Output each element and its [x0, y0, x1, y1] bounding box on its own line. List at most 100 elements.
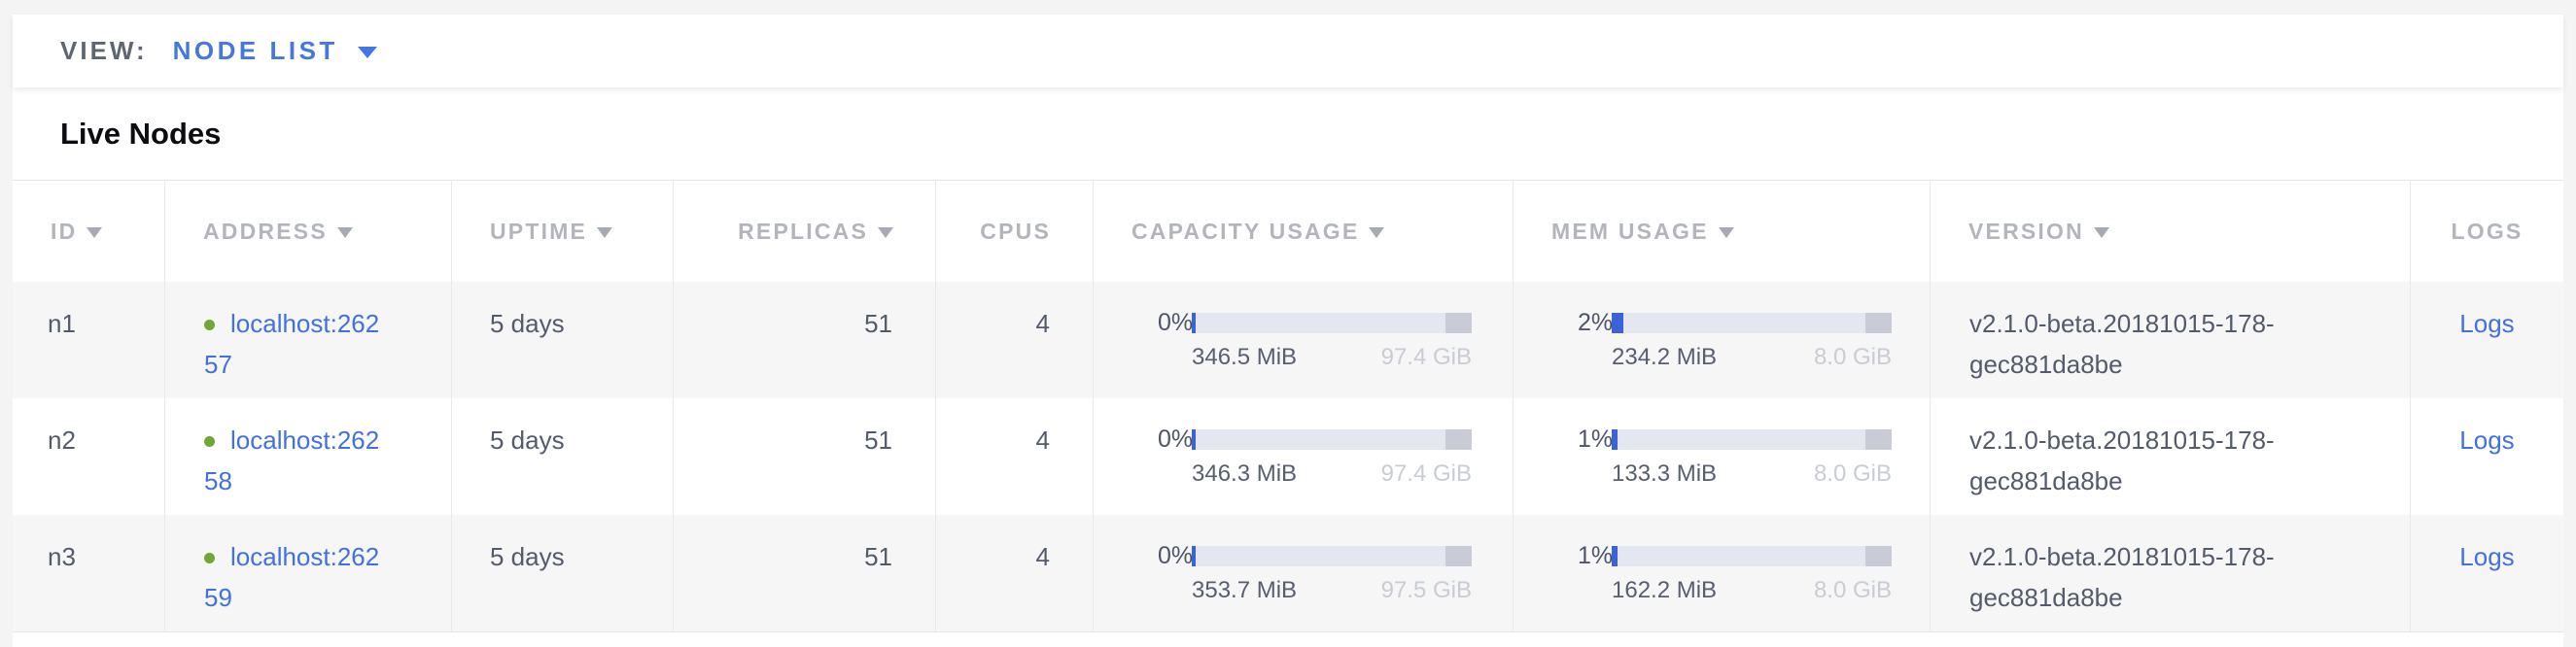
node-id-cell: n3: [13, 515, 165, 631]
replicas-cell: 51: [674, 515, 936, 631]
node-address-cell: localhost:26259: [165, 515, 452, 631]
logs-link[interactable]: Logs: [2459, 426, 2515, 455]
node-address-link[interactable]: localhost:26259: [204, 542, 380, 612]
column-header-id[interactable]: ID: [13, 181, 165, 282]
logs-cell: Logs: [2411, 515, 2563, 631]
table-body: n1 localhost:26257 5 days 51 4 0% 346.5 …: [13, 282, 2563, 632]
memory-bar-used: [1612, 545, 1618, 566]
column-header-mem-usage[interactable]: MEM USAGE: [1514, 181, 1931, 282]
capacity-bar-used: [1192, 312, 1196, 333]
sort-desc-icon: [336, 226, 353, 238]
column-header-replicas[interactable]: REPLICAS: [674, 181, 936, 282]
version-cell: v2.1.0-beta.20181015-178-gec881da8be: [1931, 398, 2411, 515]
replicas-cell: 51: [674, 398, 936, 515]
memory-percent: 1%: [1578, 542, 1614, 569]
column-header-logs: LOGS: [2451, 218, 2524, 244]
version-cell: v2.1.0-beta.20181015-178-gec881da8be: [1931, 282, 2411, 398]
logs-link[interactable]: Logs: [2459, 542, 2515, 571]
sort-desc-icon: [1718, 226, 1734, 238]
sort-desc-icon: [878, 226, 893, 238]
column-header-uptime[interactable]: UPTIME: [452, 181, 674, 282]
sort-desc-icon: [87, 226, 103, 238]
memory-bar: [1612, 545, 1892, 566]
table-row: n2 localhost:26258 5 days 51 4 0% 346.3 …: [13, 398, 2563, 515]
logs-cell: Logs: [2411, 398, 2563, 515]
capacity-bar-used: [1192, 545, 1196, 566]
capacity-usage-cell: 0% 353.7 MiB 97.5 GiB: [1094, 515, 1514, 631]
uptime-cell: 5 days: [452, 282, 674, 398]
view-selector-dropdown[interactable]: NODE LIST: [173, 36, 377, 66]
node-address-link[interactable]: localhost:26258: [204, 426, 380, 495]
memory-used-label: 234.2 MiB: [1612, 344, 1718, 370]
node-address-cell: localhost:26258: [165, 398, 452, 515]
memory-bar-end-cap: [1865, 428, 1892, 450]
node-address-link[interactable]: localhost:26257: [204, 309, 380, 379]
cpus-cell: 4: [936, 515, 1094, 631]
capacity-total-label: 97.5 GiB: [1380, 577, 1472, 603]
chevron-down-icon: [357, 47, 377, 58]
page-title: Live Nodes: [60, 116, 222, 151]
node-address-cell: localhost:26257: [165, 282, 452, 398]
mem-usage-cell: 1% 133.3 MiB 8.0 GiB: [1514, 398, 1931, 515]
uptime-cell: 5 days: [452, 515, 674, 631]
replicas-cell: 51: [674, 282, 936, 398]
capacity-usage-cell: 0% 346.3 MiB 97.4 GiB: [1094, 398, 1514, 515]
column-header-capacity-usage[interactable]: CAPACITY USAGE: [1094, 181, 1514, 282]
memory-percent: 2%: [1578, 309, 1614, 336]
capacity-used-label: 346.3 MiB: [1192, 460, 1298, 487]
live-status-dot-icon: [204, 553, 215, 563]
memory-percent: 1%: [1578, 426, 1614, 453]
capacity-percent: 0%: [1158, 309, 1194, 336]
memory-used-label: 162.2 MiB: [1612, 577, 1718, 603]
capacity-bar: [1192, 312, 1472, 333]
capacity-bar: [1192, 545, 1472, 566]
table-row: n3 localhost:26259 5 days 51 4 0% 353.7 …: [13, 515, 2563, 631]
live-status-dot-icon: [204, 436, 215, 447]
capacity-used-label: 346.5 MiB: [1192, 344, 1298, 370]
sort-desc-icon: [1369, 226, 1385, 238]
mem-usage-cell: 1% 162.2 MiB 8.0 GiB: [1514, 515, 1931, 631]
memory-used-label: 133.3 MiB: [1612, 460, 1718, 487]
capacity-bar-used: [1192, 428, 1196, 450]
memory-bar: [1612, 312, 1892, 333]
column-header-address[interactable]: ADDRESS: [165, 181, 452, 282]
memory-total-label: 8.0 GiB: [1813, 344, 1892, 370]
memory-total-label: 8.0 GiB: [1813, 577, 1892, 603]
version-cell: v2.1.0-beta.20181015-178-gec881da8be: [1931, 515, 2411, 631]
capacity-total-label: 97.4 GiB: [1380, 344, 1472, 370]
memory-bar-used: [1612, 428, 1618, 450]
cpus-cell: 4: [936, 398, 1094, 515]
table-row: n1 localhost:26257 5 days 51 4 0% 346.5 …: [13, 282, 2563, 398]
memory-bar-end-cap: [1865, 312, 1892, 333]
sort-desc-icon: [597, 226, 613, 238]
capacity-percent: 0%: [1158, 426, 1194, 453]
view-selected-value: NODE LIST: [172, 36, 338, 65]
logs-cell: Logs: [2411, 282, 2563, 398]
capacity-bar-end-cap: [1445, 545, 1472, 566]
column-header-cpus: CPUS: [936, 181, 1094, 282]
live-status-dot-icon: [204, 320, 215, 330]
memory-bar-used: [1612, 312, 1623, 333]
uptime-cell: 5 days: [452, 398, 674, 515]
memory-total-label: 8.0 GiB: [1813, 460, 1892, 487]
logs-link[interactable]: Logs: [2459, 309, 2515, 338]
view-bar: VIEW: NODE LIST: [13, 15, 2563, 87]
capacity-total-label: 97.4 GiB: [1380, 460, 1472, 487]
capacity-bar-end-cap: [1445, 312, 1472, 333]
node-id-cell: n2: [13, 398, 165, 515]
heading-section: Live Nodes: [13, 87, 2563, 180]
capacity-usage-cell: 0% 346.5 MiB 97.4 GiB: [1094, 282, 1514, 398]
capacity-used-label: 353.7 MiB: [1192, 577, 1298, 603]
capacity-bar-end-cap: [1445, 428, 1472, 450]
memory-bar-end-cap: [1865, 545, 1892, 566]
node-id-cell: n1: [13, 282, 165, 398]
mem-usage-cell: 2% 234.2 MiB 8.0 GiB: [1514, 282, 1931, 398]
view-label: VIEW:: [60, 36, 148, 65]
bottom-filler: [13, 632, 2563, 647]
cpus-cell: 4: [936, 282, 1094, 398]
capacity-percent: 0%: [1158, 542, 1194, 569]
memory-bar: [1612, 428, 1892, 450]
sort-desc-icon: [2093, 226, 2109, 238]
capacity-bar: [1192, 428, 1472, 450]
column-header-version[interactable]: VERSION: [1931, 181, 2411, 282]
